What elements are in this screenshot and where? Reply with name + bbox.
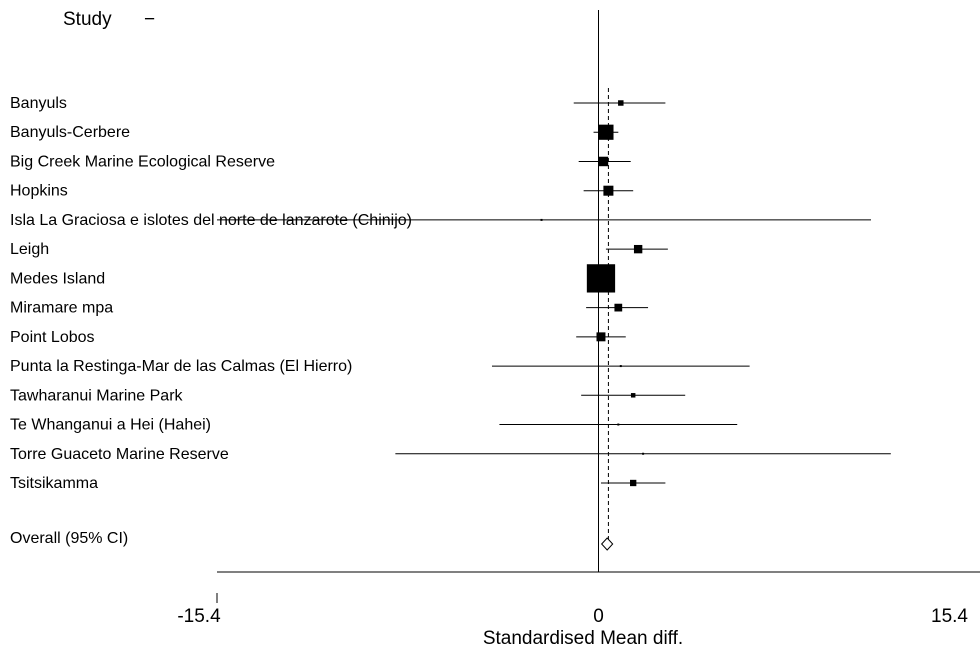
estimate-box <box>614 303 623 312</box>
x-tick-label: 0 <box>593 606 604 627</box>
estimate-box <box>633 244 643 254</box>
study-label: Big Creek Marine Ecological Reserve <box>10 153 275 170</box>
x-axis-label: Standardised Mean diff. <box>483 628 683 649</box>
study-label: Banyuls-Cerbere <box>10 124 130 141</box>
study-label: Miramare mpa <box>10 300 113 317</box>
estimate-box <box>598 156 609 167</box>
estimate-box <box>617 423 620 426</box>
x-tick-label: -15.4 <box>177 606 221 627</box>
study-row: Tsitsikamma <box>10 475 666 492</box>
study-label: Torre Guaceto Marine Reserve <box>10 446 229 463</box>
estimate-box <box>598 124 614 140</box>
overall-label: Overall (95% CI) <box>10 530 128 547</box>
study-label: Hopkins <box>10 183 68 200</box>
study-label: Punta la Restinga-Mar de las Calmas (El … <box>10 358 352 375</box>
estimate-box <box>642 452 645 455</box>
study-label: Te Whanganui a Hei (Hahei) <box>10 417 211 434</box>
study-label: Medes Island <box>10 270 105 287</box>
estimate-box <box>630 479 637 487</box>
study-row: Point Lobos <box>10 329 626 346</box>
study-label: Point Lobos <box>10 329 95 346</box>
estimate-box <box>586 264 616 293</box>
study-row: Miramare mpa <box>10 300 649 317</box>
study-row: Banyuls <box>10 95 666 112</box>
study-row: Isla La Graciosa e islotes del norte de … <box>10 212 871 229</box>
overall-diamond <box>600 537 614 551</box>
study-label: Leigh <box>10 241 49 258</box>
estimate-box <box>618 100 624 106</box>
study-row: Hopkins <box>10 183 634 200</box>
estimate-box <box>630 393 636 398</box>
estimate-box <box>619 365 622 368</box>
x-tick-label: 15.4 <box>931 606 968 627</box>
study-row: Medes Island <box>10 264 616 293</box>
study-row: Big Creek Marine Ecological Reserve <box>10 153 631 170</box>
study-row: Te Whanganui a Hei (Hahei) <box>10 417 738 434</box>
estimate-box <box>603 185 614 196</box>
study-label: Tsitsikamma <box>10 475 98 492</box>
estimate-box <box>540 218 543 221</box>
study-row: Punta la Restinga-Mar de las Calmas (El … <box>10 358 750 375</box>
study-label: Tawharanui Marine Park <box>10 387 184 404</box>
study-label: Isla La Graciosa e islotes del norte de … <box>10 212 412 229</box>
column-header-study: Study <box>63 9 112 30</box>
study-row: Leigh <box>10 241 668 258</box>
estimate-box <box>596 332 606 342</box>
study-label: Banyuls <box>10 95 67 112</box>
column-header-marker: − <box>144 9 155 30</box>
study-row: Banyuls-Cerbere <box>10 124 619 141</box>
study-row: Tawharanui Marine Park <box>10 387 686 404</box>
study-row: Torre Guaceto Marine Reserve <box>10 446 891 463</box>
